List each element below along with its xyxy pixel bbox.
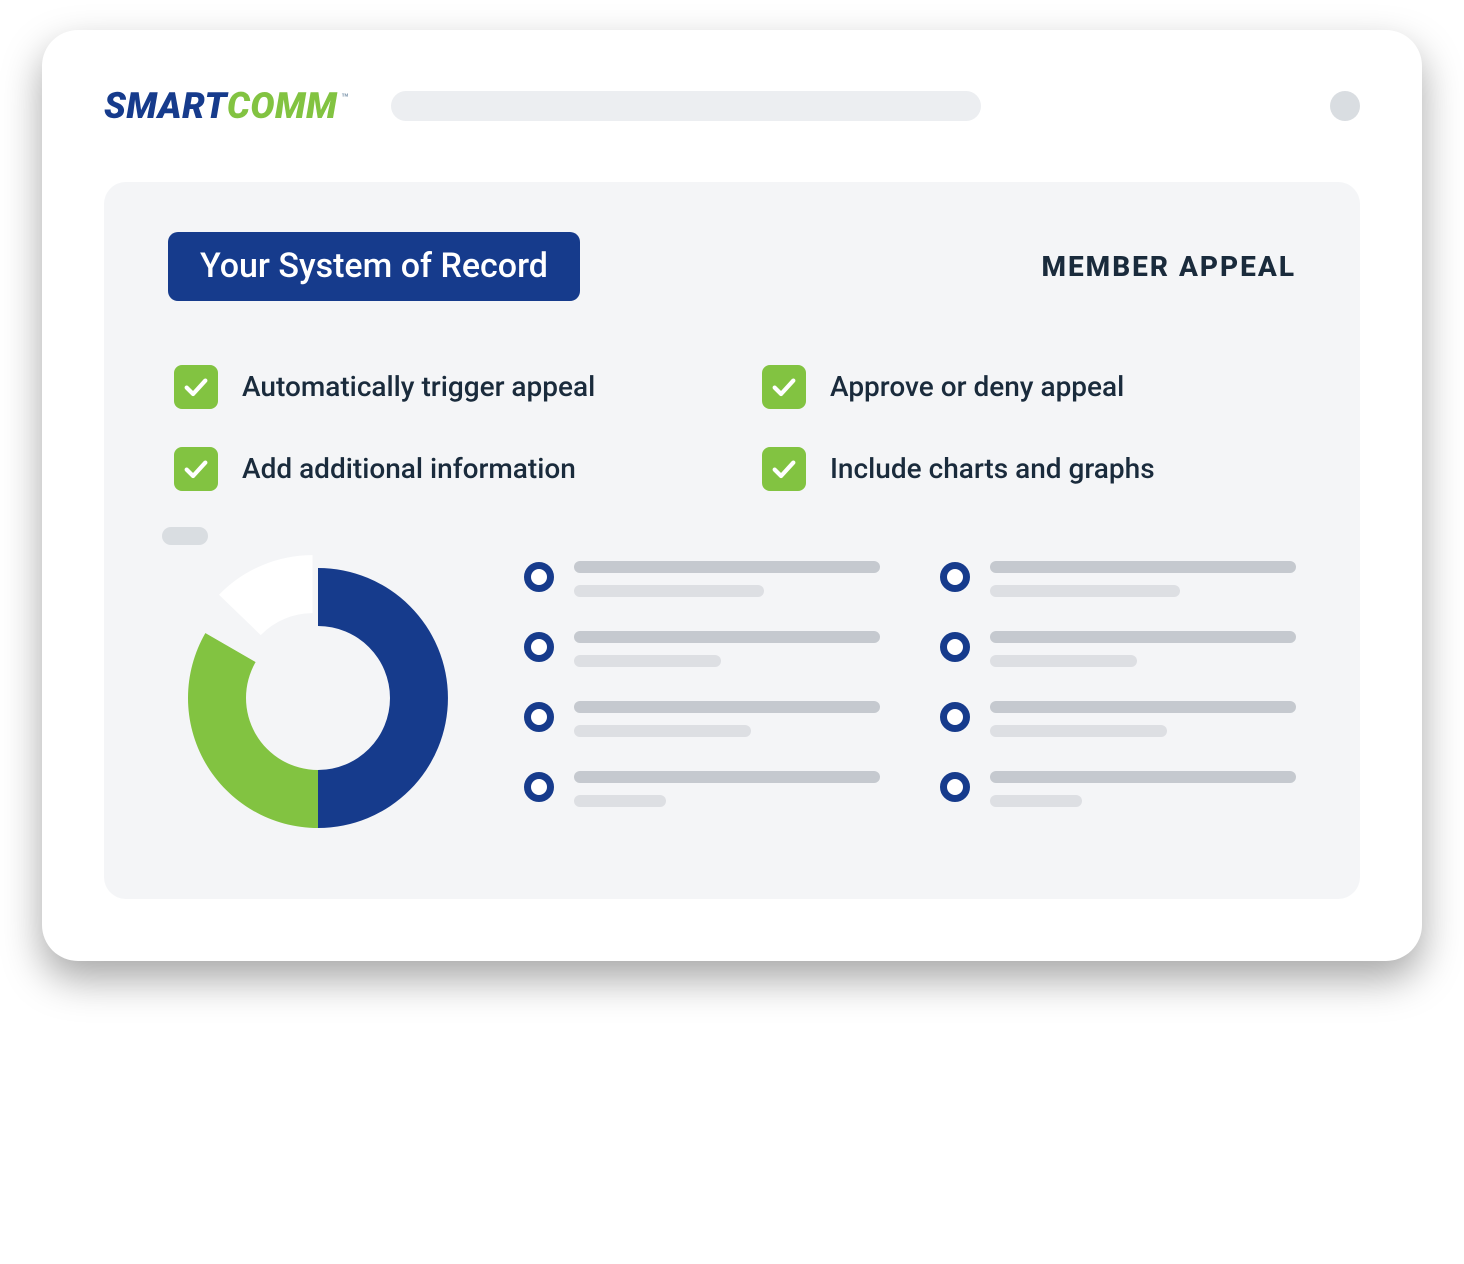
placeholder-lines: [574, 771, 880, 807]
bullet-icon: [940, 632, 970, 662]
placeholder-line-1: [574, 561, 880, 573]
placeholder-line-1: [990, 631, 1296, 643]
avatar[interactable]: [1330, 91, 1360, 121]
check-item-trigger-appeal: Automatically trigger appeal: [174, 365, 702, 409]
list-row-right-2: [940, 701, 1296, 737]
check-item-add-info: Add additional information: [174, 447, 702, 491]
check-icon: [762, 447, 806, 491]
placeholder-line-2: [990, 725, 1167, 737]
check-icon: [174, 365, 218, 409]
placeholder-lines: [990, 631, 1296, 667]
donut-segment-blue: [318, 568, 448, 828]
bullet-icon: [524, 632, 554, 662]
chart-section-pill: [162, 527, 208, 545]
logo-part-comm: COMM: [227, 88, 337, 124]
list-row-left-0: [524, 561, 880, 597]
placeholder-lines: [574, 561, 880, 597]
placeholder-line-1: [990, 561, 1296, 573]
app-window: SMARTCOMM ™ Your System of Record MEMBER …: [42, 30, 1422, 961]
bullet-lists: [524, 555, 1296, 807]
feature-checklist: Automatically trigger appeal Approve or …: [168, 365, 1296, 491]
bullet-icon: [524, 562, 554, 592]
bullet-icon: [524, 702, 554, 732]
logo-part-smart: SMART: [104, 88, 227, 124]
bullet-icon: [524, 772, 554, 802]
check-icon: [762, 365, 806, 409]
list-row-left-2: [524, 701, 880, 737]
placeholder-line-1: [990, 771, 1296, 783]
check-item-include-charts: Include charts and graphs: [762, 447, 1290, 491]
list-row-left-3: [524, 771, 880, 807]
placeholder-line-1: [574, 701, 880, 713]
placeholder-line-1: [574, 771, 880, 783]
bullet-icon: [940, 562, 970, 592]
logo-trademark: ™: [341, 92, 349, 104]
check-item-approve-deny: Approve or deny appeal: [762, 365, 1290, 409]
top-bar: SMARTCOMM ™: [104, 88, 1360, 124]
placeholder-line-2: [574, 795, 666, 807]
check-label: Add additional information: [242, 452, 576, 485]
bullet-icon: [940, 772, 970, 802]
placeholder-line-1: [990, 701, 1296, 713]
placeholder-line-2: [574, 725, 751, 737]
main-panel: Your System of Record MEMBER APPEAL Auto…: [104, 182, 1360, 899]
list-row-right-3: [940, 771, 1296, 807]
donut-segment-green: [188, 633, 318, 828]
panel-subtitle: MEMBER APPEAL: [1041, 250, 1296, 283]
panel-title: Your System of Record: [168, 232, 580, 301]
check-label: Approve or deny appeal: [830, 370, 1124, 403]
placeholder-lines: [990, 561, 1296, 597]
list-row-left-1: [524, 631, 880, 667]
placeholder-line-1: [574, 631, 880, 643]
lower-section: [168, 555, 1296, 841]
search-input[interactable]: [391, 91, 981, 121]
panel-header: Your System of Record MEMBER APPEAL: [168, 232, 1296, 301]
placeholder-line-2: [990, 585, 1180, 597]
list-row-right-1: [940, 631, 1296, 667]
placeholder-line-2: [990, 655, 1137, 667]
donut-chart: [168, 555, 468, 841]
placeholder-line-2: [990, 795, 1082, 807]
placeholder-lines: [574, 701, 880, 737]
placeholder-lines: [990, 701, 1296, 737]
bullet-icon: [940, 702, 970, 732]
brand-logo: SMARTCOMM ™: [104, 88, 349, 124]
placeholder-lines: [574, 631, 880, 667]
placeholder-line-2: [574, 655, 721, 667]
check-label: Automatically trigger appeal: [242, 370, 595, 403]
check-label: Include charts and graphs: [830, 452, 1155, 485]
list-row-right-0: [940, 561, 1296, 597]
placeholder-lines: [990, 771, 1296, 807]
check-icon: [174, 447, 218, 491]
placeholder-line-2: [574, 585, 764, 597]
